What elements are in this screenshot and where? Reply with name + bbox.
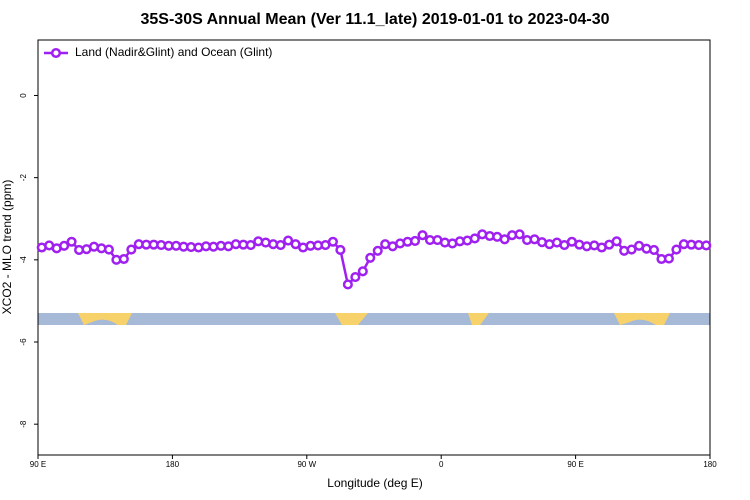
data-point — [499, 234, 510, 245]
x-tick-label: 90 W — [297, 460, 316, 469]
data-point — [327, 236, 338, 247]
data-point — [365, 252, 376, 263]
y-tick-label: -4 — [19, 256, 28, 264]
data-point — [417, 230, 428, 241]
data-point — [469, 233, 480, 244]
x-tick-label: 90 E — [30, 460, 46, 469]
ocean-strip — [38, 313, 710, 325]
data-point — [126, 244, 137, 255]
x-tick-label: 90 E — [567, 460, 583, 469]
land-patch — [78, 313, 132, 325]
data-point — [283, 235, 294, 246]
land-patch — [614, 313, 670, 325]
y-tick-label: 0 — [19, 93, 28, 98]
y-tick-label: -6 — [19, 338, 28, 346]
data-point — [671, 244, 682, 255]
data-point — [663, 253, 674, 264]
legend — [40, 42, 288, 64]
data-point — [611, 236, 622, 247]
y-tick-label: -8 — [19, 420, 28, 428]
y-axis-label: XCO2 - MLO trend (ppm) — [0, 180, 14, 315]
land-patch — [468, 313, 489, 325]
land-mask — [38, 313, 710, 325]
data-point — [66, 236, 77, 247]
chart-title: 35S-30S Annual Mean (Ver 11.1_late) 2019… — [141, 11, 610, 28]
land-patch — [335, 313, 368, 325]
data-point — [335, 244, 346, 256]
legend-marker — [50, 47, 62, 59]
data-point — [59, 240, 70, 251]
data-point — [357, 266, 368, 277]
x-tick-label: 0 — [439, 460, 444, 469]
legend-label: Land (Nadir&Glint) and Ocean (Glint) — [75, 45, 272, 59]
data-point — [350, 272, 361, 283]
data-point — [275, 239, 286, 251]
data-point — [372, 245, 383, 256]
data-point — [245, 239, 256, 251]
data-point — [103, 244, 114, 255]
data-point — [701, 240, 712, 251]
data-point — [342, 279, 353, 290]
data-point — [626, 244, 637, 255]
data-point — [410, 235, 421, 246]
x-tick-label: 180 — [703, 460, 717, 469]
data-point — [118, 253, 129, 265]
x-axis-label: Longitude (deg E) — [327, 476, 422, 490]
data-point — [514, 229, 525, 240]
data-point — [648, 244, 660, 256]
x-tick-label: 180 — [166, 460, 180, 469]
y-tick-label: -2 — [19, 174, 28, 182]
